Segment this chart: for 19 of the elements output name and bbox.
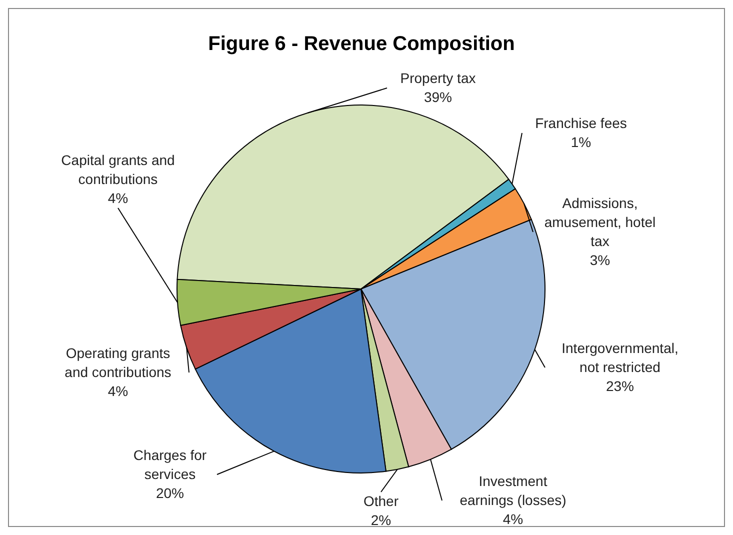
legend-label: Operating grants and contributions — [64, 345, 172, 380]
slice-label: Franchise fees — [535, 115, 627, 131]
slice-label: Other — [363, 493, 399, 509]
data-label: 20% — [156, 485, 184, 501]
data-label: 1% — [570, 134, 592, 150]
slice-label: Investment earnings (losses) — [460, 473, 566, 508]
slice-label: Intergovernmental, not restricted — [562, 340, 678, 375]
slice-label: Property tax — [400, 70, 476, 86]
data-label: 2% — [370, 512, 392, 528]
slice-label: Charges for services — [133, 447, 207, 482]
data-label: 4% — [108, 383, 128, 399]
data-label: 3% — [590, 252, 610, 268]
slice-label: Capital grants and contributions — [61, 152, 175, 187]
chart-title: Figure 6 - Revenue Composition — [208, 33, 515, 55]
data-label: 39% — [424, 89, 452, 105]
data-label: 4% — [502, 511, 524, 527]
data-label: 23% — [606, 378, 634, 394]
slice-label: Admissions, amusement, hotel tax — [544, 195, 656, 249]
data-label: 4% — [108, 190, 128, 206]
